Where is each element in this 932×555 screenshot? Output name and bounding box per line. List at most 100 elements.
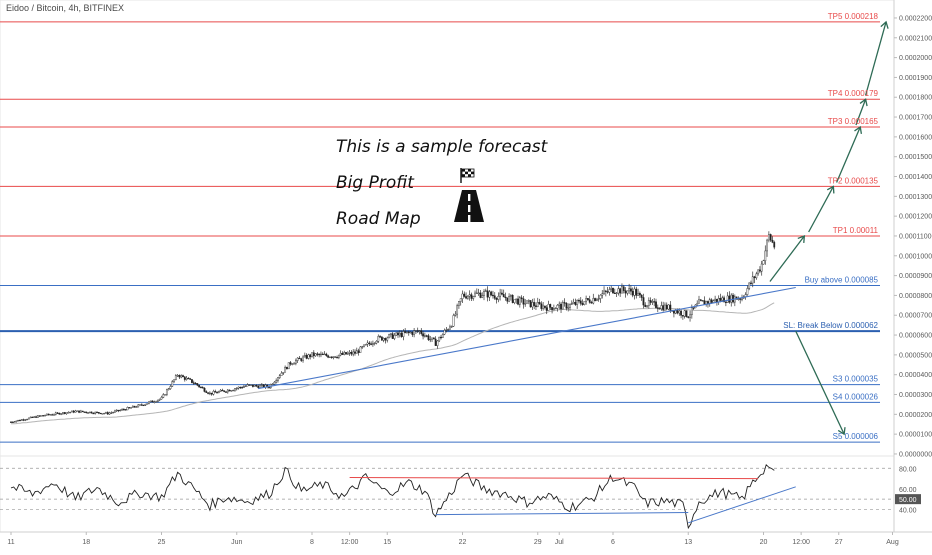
candle-body <box>714 298 717 301</box>
candle-body <box>576 300 579 305</box>
level-label: S4 0.000026 <box>833 392 879 401</box>
candle-body <box>203 387 206 392</box>
candle-body <box>321 353 324 356</box>
candle-body <box>739 298 742 300</box>
candle-body <box>88 411 91 414</box>
candle-body <box>461 293 464 299</box>
candle-body <box>336 357 338 359</box>
candle-body <box>103 413 106 415</box>
candle-body <box>508 296 510 302</box>
candle-body <box>273 381 276 385</box>
candle-body <box>36 415 39 418</box>
support-trendline <box>258 286 796 390</box>
candle-body <box>201 387 204 389</box>
candle-body <box>552 308 555 311</box>
candle-body <box>112 411 115 414</box>
candle-body <box>31 416 34 418</box>
candle-body <box>556 304 559 309</box>
candle-body <box>509 295 512 297</box>
candle-body <box>583 301 586 305</box>
candle-body <box>574 302 577 305</box>
candle-body <box>466 295 469 299</box>
time-tick-label: 13 <box>684 539 692 546</box>
candle-body <box>363 344 365 347</box>
candle-body <box>678 310 681 314</box>
candle-body <box>173 379 175 382</box>
candle-body <box>721 297 724 301</box>
candle-body <box>416 330 419 332</box>
candle-body <box>337 354 340 358</box>
trendlines <box>258 286 796 390</box>
candle-body <box>547 304 550 311</box>
candle-body <box>226 389 229 393</box>
candle-body <box>689 314 691 318</box>
candle-body <box>289 362 292 365</box>
candle-body <box>316 353 319 355</box>
checkered-flag-icon <box>460 168 475 183</box>
candle-body <box>755 273 758 279</box>
candle-body <box>364 344 367 346</box>
candle-body <box>624 290 627 294</box>
candle-body <box>223 390 226 392</box>
candle-body <box>506 297 509 302</box>
candle-body <box>630 288 632 292</box>
candle-body <box>619 288 622 294</box>
candle-body <box>656 307 659 309</box>
forecast-arrow-head <box>880 20 889 29</box>
candle-body <box>225 391 227 393</box>
candle-body <box>29 416 32 419</box>
candle-body <box>76 410 79 412</box>
time-tick-label: 18 <box>82 539 90 546</box>
candle-body <box>665 304 668 310</box>
candle-body <box>373 342 376 345</box>
candle-body <box>343 352 346 355</box>
candle-body <box>622 286 625 291</box>
candle-body <box>481 295 484 298</box>
candle-body <box>348 351 351 354</box>
candle-body <box>638 293 641 296</box>
candle-body <box>603 290 605 294</box>
candle-body <box>517 298 519 305</box>
candle-body <box>194 382 197 385</box>
rsi-line <box>10 463 775 530</box>
candle-body <box>434 338 437 346</box>
candle-body <box>137 404 140 408</box>
candle-body <box>518 297 521 305</box>
candle-body <box>599 294 602 299</box>
candle-body <box>35 416 37 418</box>
candle-body <box>660 305 663 310</box>
candle-body <box>746 288 749 295</box>
candle-body <box>407 331 410 333</box>
candle-body <box>767 234 770 241</box>
candle-body <box>47 413 50 415</box>
rsi-support-trendline <box>435 512 689 516</box>
candle-body <box>341 352 344 355</box>
candle-body <box>651 301 654 303</box>
candle-body <box>459 298 462 302</box>
candle-body <box>438 336 441 342</box>
candle-body <box>542 305 545 309</box>
candle-body <box>174 375 177 380</box>
candle-body <box>420 330 423 334</box>
candle-body <box>664 304 666 311</box>
candle-body <box>131 405 134 408</box>
candle-body <box>99 412 102 415</box>
candle-body <box>569 304 571 308</box>
candle-body <box>484 290 487 292</box>
candle-body <box>465 296 467 299</box>
candle-body <box>312 352 315 357</box>
level-label: TP4 0.000179 <box>828 89 879 98</box>
candle-body <box>200 386 202 388</box>
candle-body <box>228 389 231 392</box>
candle-body <box>354 351 356 354</box>
candle-body <box>90 411 93 414</box>
candle-body <box>219 389 222 392</box>
candle-body <box>169 386 172 389</box>
candle-body <box>690 307 693 316</box>
